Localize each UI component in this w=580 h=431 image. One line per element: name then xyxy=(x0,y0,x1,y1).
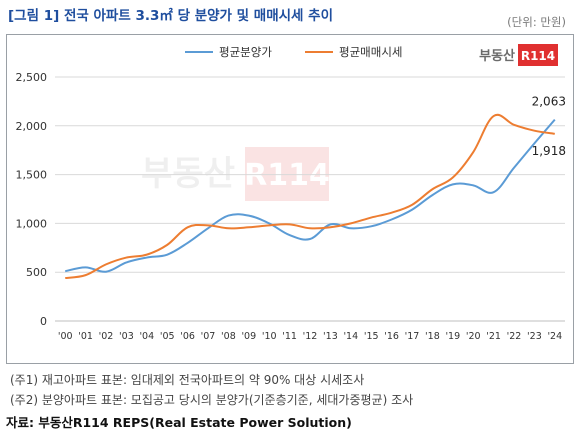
x-tick-label: '09 xyxy=(241,331,256,342)
series-line-1 xyxy=(64,118,556,273)
x-tick-label: '13 xyxy=(323,331,338,342)
legend-label: 평균매매시세 xyxy=(339,45,402,59)
y-tick-label: 1,000 xyxy=(16,217,48,230)
logo-badge-text: R114 xyxy=(521,49,555,63)
source-label: 자료: 부동산R114 REPS(Real Estate Power Solut… xyxy=(6,415,352,430)
data-labels: 2,063 1,918 xyxy=(532,95,566,158)
logo-badge xyxy=(518,44,558,66)
x-tick-label: '04 xyxy=(139,331,154,342)
x-tick-label: '18 xyxy=(425,331,440,342)
chart-title: [그림 1] 전국 아파트 3.3㎡ 당 분양가 및 매매시세 추이 xyxy=(8,8,334,24)
x-tick-label: '08 xyxy=(221,331,236,342)
x-tick-label: '20 xyxy=(466,331,481,342)
x-tick-label: '23 xyxy=(527,331,542,342)
legend: 평균분양가 평균매매시세 xyxy=(185,45,402,59)
series-lines xyxy=(64,113,556,280)
chart-area: 부동산 R114 부동산 R114 0 500 1,000 1,500 2,000 2,5… xyxy=(6,34,574,364)
x-tick-label: '01 xyxy=(78,331,93,342)
x-tick-label: '24 xyxy=(547,331,562,342)
x-tick-label: '11 xyxy=(282,331,297,342)
x-tick-label: '12 xyxy=(303,331,318,342)
x-tick-label: '19 xyxy=(445,331,460,342)
x-tick-label: '00 xyxy=(58,331,73,342)
y-tick-label: 2,000 xyxy=(16,120,48,133)
footnote-2: (주2) 분양아파트 표본: 모집공고 당시의 분양가(기준층기준, 세대가중평… xyxy=(10,393,414,407)
y-tick-label: 1,500 xyxy=(16,169,48,182)
unit-label: (단위: 만원) xyxy=(507,15,566,29)
gridlines xyxy=(55,76,565,273)
x-tick-label: '03 xyxy=(119,331,134,342)
x-tick-label: '21 xyxy=(486,331,501,342)
watermark-badge-text: R114 xyxy=(244,158,330,193)
x-tick-label: '22 xyxy=(507,331,522,342)
x-tick-label: '07 xyxy=(201,331,216,342)
x-tick-label: '14 xyxy=(343,331,358,342)
y-tick-label: 500 xyxy=(26,266,47,279)
series-line-2 xyxy=(65,113,555,280)
data-label-1: 2,063 xyxy=(532,95,566,109)
watermark-badge xyxy=(245,147,329,201)
x-tick-label: '05 xyxy=(160,331,175,342)
x-tick-label: '06 xyxy=(180,331,195,342)
x-tick-label: '02 xyxy=(99,331,114,342)
watermark: 부동산 R114 xyxy=(141,147,330,201)
data-label-2: 1,918 xyxy=(532,144,566,158)
brand-logo: 부동산 R114 xyxy=(479,44,558,66)
watermark-text: 부동산 xyxy=(141,154,235,194)
footnote-1: (주1) 재고아파트 표본: 임대제외 전국아파트의 약 90% 대상 시세조사 xyxy=(10,373,365,387)
axes: 0 500 1,000 1,500 2,000 2,500 '00 '01 '02 '03 '04 '… xyxy=(16,71,565,342)
logo-text: 부동산 xyxy=(479,48,515,64)
x-tick-label: '16 xyxy=(384,331,399,342)
line-chart: 부동산 R114 부동산 R114 0 500 1,000 1,500 2,000 2,5… xyxy=(16,44,566,342)
y-tick-label: 0 xyxy=(40,315,47,328)
x-tick-label: '10 xyxy=(262,331,277,342)
y-tick-label: 2,500 xyxy=(16,71,48,84)
x-tick-label: '15 xyxy=(364,331,379,342)
x-tick-label: '17 xyxy=(405,331,420,342)
legend-label: 평균분양가 xyxy=(219,45,272,59)
